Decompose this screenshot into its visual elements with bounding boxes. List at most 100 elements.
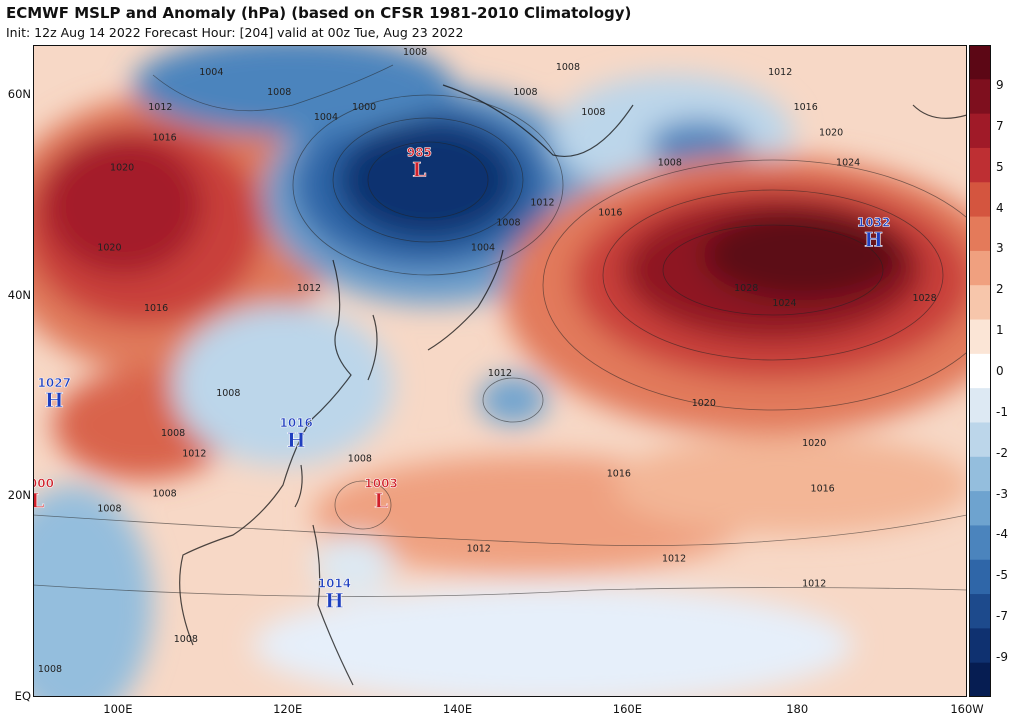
colorbar-label: 1 [996, 323, 1004, 338]
isobar-label: 1008 [403, 47, 427, 58]
colorbar-segment [969, 79, 991, 115]
longitude-label: 180 [786, 702, 809, 716]
colorbar-label: 3 [996, 241, 1004, 256]
isobar-label: 1008 [267, 87, 291, 98]
mslp-anomaly-map: 1008 1004 1008 1000 1004 1012 1016 1020 1008 1008… [33, 45, 967, 697]
colorbar-label: 7 [996, 118, 1004, 133]
low-pressure-marker: L [33, 488, 44, 512]
isobar-label: 1024 [772, 298, 796, 309]
colorbar-label: -3 [996, 486, 1008, 501]
isobar-label: 1016 [811, 483, 835, 494]
colorbar-label: 5 [996, 159, 1004, 174]
isobar-label: 1004 [199, 67, 223, 78]
colorbar-segment [969, 182, 991, 218]
isobar-label: 1020 [97, 243, 121, 254]
high-pressure-marker: H [45, 388, 64, 412]
anomaly-shading [33, 45, 967, 697]
isobar-label: 1016 [153, 132, 177, 143]
colorbar-segment [969, 45, 991, 80]
colorbar-segment [969, 285, 991, 321]
high-pressure-value: 1016 [280, 416, 313, 430]
map-title: ECMWF MSLP and Anomaly (hPa) (based on C… [6, 4, 632, 22]
isobar-label: 1000 [352, 102, 376, 113]
isobar-label: 1012 [148, 102, 172, 113]
colorbar-label: 2 [996, 282, 1004, 297]
high-pressure-marker: H [287, 428, 306, 452]
map-frame [33, 45, 967, 697]
isobar-label: 1016 [607, 468, 631, 479]
isobar-label: 1008 [513, 87, 537, 98]
isobar-label: 1028 [912, 293, 936, 304]
isobar-label: 1008 [97, 503, 121, 514]
isobar-label: 1012 [662, 554, 686, 565]
colorbar-segment [969, 353, 991, 389]
low-pressure-marker: L [374, 488, 388, 512]
isobar-label: 1012 [530, 197, 554, 208]
colorbar-label: 4 [996, 200, 1004, 215]
colorbar-label: 0 [996, 364, 1004, 378]
isobar-label: 1008 [153, 488, 177, 499]
colorbar-segment [969, 491, 991, 526]
isobar-label: 1008 [174, 634, 198, 645]
longitude-label: 160W [950, 702, 984, 716]
isobar-lines [33, 64, 967, 597]
isobar-label: 1004 [314, 112, 338, 123]
colorbar-frame [969, 45, 991, 697]
colorbar-segment [969, 525, 991, 561]
map-subtitle: Init: 12z Aug 14 2022 Forecast Hour: [20… [6, 25, 464, 40]
isobar-label: 1008 [658, 157, 682, 168]
pressure-centers: 985L1032H1027H1016H1003L1000L1014H [33, 145, 891, 613]
colorbar-label: 9 [996, 78, 1004, 92]
colorbar-segment [969, 388, 991, 423]
isobar-label: 1020 [819, 127, 843, 138]
longitude-label: 100E [103, 702, 133, 716]
longitude-label: 140E [442, 702, 473, 716]
colorbar-label: -9 [996, 650, 1008, 664]
latitude-label: EQ [14, 689, 31, 703]
latitude-label: 60N [7, 87, 31, 102]
colorbar-segment [969, 662, 991, 697]
latitude-label: 40N [7, 287, 31, 302]
isobar-label: 1024 [836, 157, 860, 168]
isobar-label: 1008 [161, 428, 185, 439]
colorbar-segment [969, 594, 991, 629]
isobar-label: 1008 [38, 664, 62, 675]
colorbar-segment [969, 147, 991, 183]
isobar-label: 1016 [598, 208, 622, 219]
coastlines [179, 84, 967, 686]
low-pressure-marker: L [412, 157, 426, 181]
colorbar-label: -7 [996, 609, 1008, 624]
isobar-label: 1012 [297, 283, 321, 294]
longitude-label: 160E [612, 702, 642, 716]
isobar-label: 1008 [216, 388, 240, 399]
isobar-label: 1028 [734, 283, 758, 294]
isobar-label: 1020 [802, 438, 826, 449]
colorbar-label: -4 [996, 527, 1008, 542]
latitude-label: 20N [7, 488, 31, 503]
high-pressure-value: 1027 [38, 376, 71, 390]
isobar-labels: 1008 1004 1008 1000 1004 1012 1016 1020 1008 1008… [38, 47, 937, 675]
colorbar-label: -2 [996, 445, 1008, 460]
colorbar-segment [969, 559, 991, 595]
isobar-label: 1008 [348, 453, 372, 464]
longitude-label: 120E [273, 702, 303, 716]
high-pressure-marker: H [325, 589, 344, 613]
isobar-label: 1008 [496, 218, 520, 229]
high-pressure-value: 1032 [857, 216, 890, 230]
low-pressure-value: 985 [407, 145, 432, 159]
isobar-label: 1016 [144, 303, 168, 314]
colorbar-segment [969, 319, 991, 355]
isobar-label: 1012 [182, 448, 206, 459]
colorbar-label: -5 [996, 568, 1008, 583]
isobar-label: 1008 [581, 107, 605, 118]
isobar-label: 1016 [794, 102, 818, 113]
isobar-label: 1020 [110, 162, 134, 173]
colorbar-segment [969, 422, 991, 458]
isobar-label: 1012 [802, 579, 826, 590]
isobar-label: 1020 [692, 398, 716, 409]
colorbar-segment [969, 113, 991, 149]
low-pressure-value: 1000 [33, 476, 54, 490]
colorbar-label: -1 [996, 404, 1008, 419]
low-pressure-value: 1003 [364, 476, 397, 490]
high-pressure-marker: H [864, 228, 883, 252]
